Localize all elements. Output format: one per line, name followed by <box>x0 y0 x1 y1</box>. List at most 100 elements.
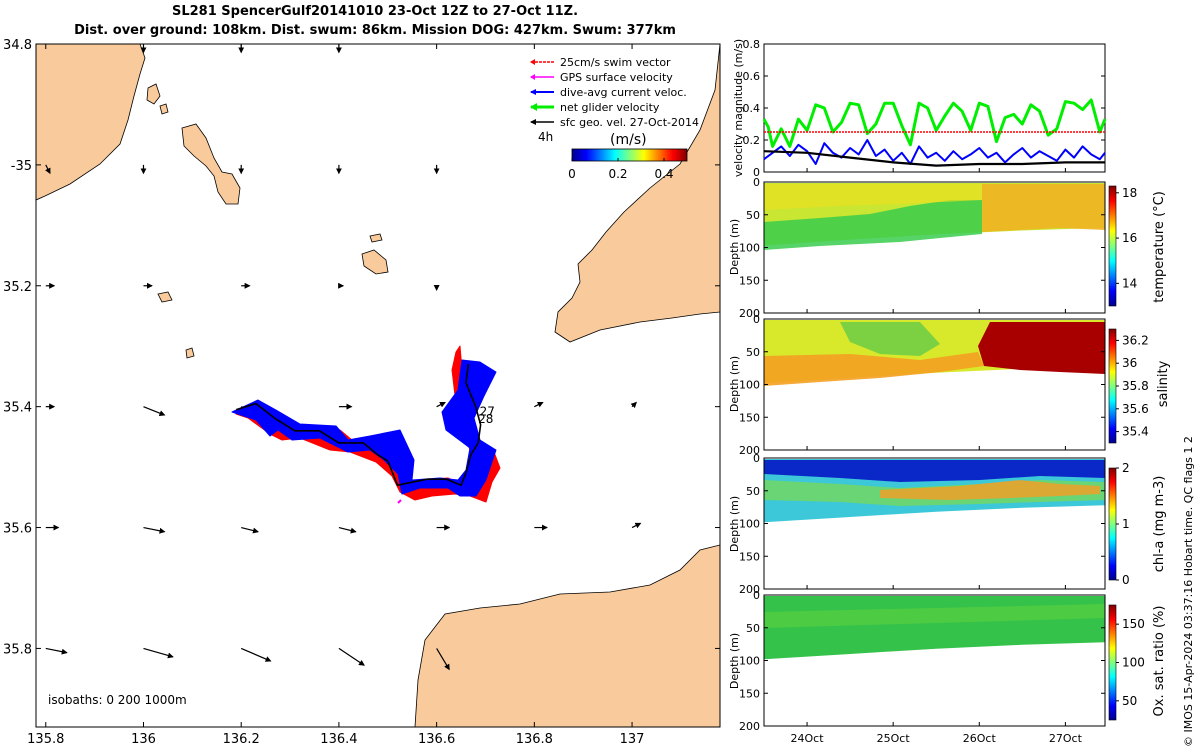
depth-tick-label: 50 <box>746 485 760 498</box>
time-tick-label: 27Oct <box>1049 732 1083 745</box>
temperature-field <box>764 183 1105 250</box>
legend-label-swim: 25cm/s swim vector <box>560 56 671 69</box>
velocity-panel: 0 0.2 0.4 0.6 0.8 velocity magnitude (m/s) <box>732 38 1107 179</box>
geo-vector-arrow <box>436 648 450 671</box>
land-island-6 <box>185 347 195 359</box>
chlorophyll-max-layer <box>880 480 1100 500</box>
map-frame <box>35 43 721 728</box>
legend-label-gps: GPS surface velocity <box>560 71 673 84</box>
net-glider-track-line <box>236 364 482 487</box>
land-peninsula-north <box>36 44 146 201</box>
velocity-ylabel: velocity magnitude (m/s) <box>732 39 745 177</box>
cbar-tick-label: 1 <box>1122 517 1130 531</box>
legend-entry-gps: GPS surface velocity <box>530 71 673 84</box>
salinity-cbar-label: salinity <box>1156 360 1171 407</box>
velocity-series-line-0 <box>762 98 1107 148</box>
map-x-tick-label: 136.2 <box>223 732 260 747</box>
depth-tick-label: 0 <box>753 452 760 465</box>
salinity-panel: 0 50 100 150 200 35.4 35.6 35.8 36 36.2 Depth (m)… <box>728 313 1171 457</box>
temperature-deep-band <box>764 200 982 250</box>
temperature-colorbar <box>1108 185 1117 307</box>
map-panel: 135.8 136 136.2 136.4 136.6 136.8 137 34.8 -35 35… <box>3 38 721 747</box>
map-x-tick-label: 135.8 <box>27 732 64 747</box>
depth-tick-label: 0 <box>753 589 760 602</box>
glider-track <box>231 345 501 504</box>
depth-tick-label: 200 <box>739 583 760 596</box>
geo-vector-arrow <box>45 647 68 655</box>
cbar-tick-label: 35.6 <box>1122 402 1149 416</box>
cbar-tick-label: 14 <box>1122 276 1137 290</box>
chlorophyll-field <box>764 459 1105 523</box>
chlorophyll-panel: 0 50 100 150 200 0 1 2 Depth (m) chl-a (mg m-3) <box>728 452 1167 596</box>
velocity-series <box>762 98 1107 167</box>
chlorophyll-cbar-label: chl-a (mg m-3) <box>1152 476 1167 573</box>
salinity-green-patch <box>840 322 940 356</box>
depth-tick-label: 100 <box>739 379 760 392</box>
land-island-3 <box>361 249 389 275</box>
depth-tick-label: 100 <box>739 242 760 255</box>
cbar-tick-label: 150 <box>1122 617 1145 631</box>
legend-label-current: dive-avg current veloc. <box>560 86 687 99</box>
map-y-tick-label: 35.4 <box>3 401 32 416</box>
cbar-tick-label: 16 <box>1122 231 1137 245</box>
depth-tick-label: 150 <box>739 274 760 287</box>
legend-entry-swim: 25cm/s swim vector <box>530 56 671 69</box>
velocity-y-tick-label: 0 <box>753 166 760 179</box>
cbar-tick-label: 35.8 <box>1122 379 1149 393</box>
depth-tick-label: 100 <box>739 518 760 531</box>
geo-vector-arrow <box>143 526 166 534</box>
map-x-tick-label: 136.8 <box>516 732 553 747</box>
legend-label-geo: sfc geo. vel. 27-Oct-2014 <box>560 116 699 129</box>
map-y-tick-label: 35.8 <box>3 642 32 657</box>
temperature-ticks: 0 50 100 150 200 14 16 18 <box>739 176 1137 320</box>
geo-vector-arrow <box>338 526 357 534</box>
map-y-tick-label: -35 <box>11 159 32 174</box>
depth-tick-label: 50 <box>746 209 760 222</box>
time-tick-label: 25Oct <box>877 732 911 745</box>
geo-vector-arrow <box>534 401 544 408</box>
land-island-1 <box>146 83 161 105</box>
oxygen-ylabel: Depth (m) <box>728 633 741 689</box>
velocity-y-tick-label: 0.4 <box>743 102 761 115</box>
land-island-large <box>181 123 241 205</box>
time-tick-label: 24Oct <box>791 732 825 745</box>
time-axis-ticks: 24Oct 25Oct 26Oct 27Oct <box>791 168 1083 745</box>
oxygen-panel: 0 50 100 150 200 50 100 150 Depth (m) Ox. sat. … <box>728 589 1167 733</box>
map-colorbar-tick-label: 0 <box>568 167 576 181</box>
temperature-cbar-label: temperature (°C) <box>1152 191 1167 303</box>
depth-tick-label: 200 <box>739 444 760 457</box>
map-colorbar-tick-label: 0.4 <box>654 167 673 181</box>
legend-scale-label: 4h <box>538 130 553 144</box>
time-tick-label: 26Oct <box>963 732 997 745</box>
chlorophyll-surface-layer <box>764 460 1105 482</box>
temperature-warm-band <box>982 184 1105 232</box>
velocity-y-ticks: 0 0.2 0.4 0.6 0.8 <box>743 38 1105 179</box>
legend-entry-current: dive-avg current veloc. <box>530 86 687 99</box>
cbar-tick-label: 50 <box>1122 694 1137 708</box>
cbar-tick-label: 0 <box>1122 573 1130 587</box>
depth-tick-label: 50 <box>746 622 760 635</box>
land-layer <box>36 44 720 727</box>
depth-tick-label: 200 <box>739 307 760 320</box>
map-x-tick-label: 136 <box>131 732 156 747</box>
oxygen-field <box>764 596 1105 660</box>
velocity-series-line-1 <box>763 139 1106 165</box>
legend-label-net: net glider velocity <box>560 101 660 114</box>
land-island-2 <box>159 103 169 115</box>
geo-vector-arrow <box>143 647 174 659</box>
oxygen-light-band <box>764 604 1105 628</box>
legend-entry-net: net glider velocity <box>530 101 660 114</box>
map-colorbar-ticks: 0 0.2 0.4 <box>568 158 674 181</box>
chlorophyll-colorbar <box>1108 467 1117 581</box>
isobaths-label: isobaths: 0 200 1000m <box>48 693 187 707</box>
geo-vector-arrow <box>630 401 637 409</box>
map-colorbar <box>571 148 688 162</box>
map-x-tick-label: 137 <box>620 732 645 747</box>
colorbar-title: (m/s) <box>610 132 647 148</box>
salinity-orange-band <box>764 352 984 386</box>
salinity-high-band <box>978 322 1105 374</box>
chart-title: SL281 SpencerGulf20141010 23-Oct 12Z to … <box>171 4 579 19</box>
map-y-tick-label: 35.2 <box>3 280 32 295</box>
